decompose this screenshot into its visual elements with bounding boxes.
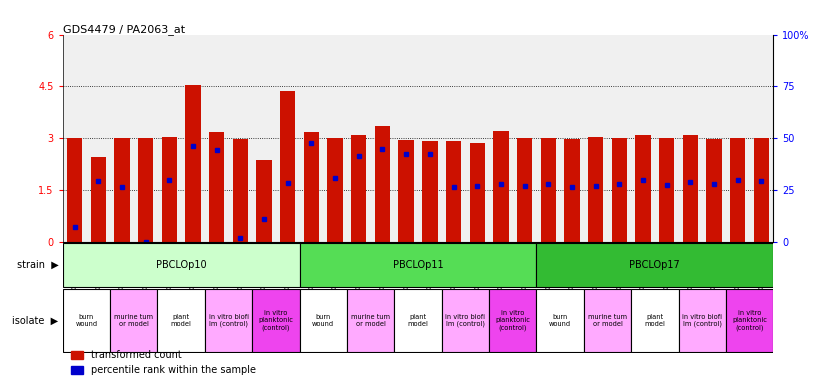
Bar — [446, 141, 461, 242]
FancyBboxPatch shape — [584, 289, 631, 352]
FancyBboxPatch shape — [252, 289, 299, 352]
Bar — [470, 144, 485, 242]
Text: GDS4479 / PA2063_at: GDS4479 / PA2063_at — [63, 24, 185, 35]
FancyBboxPatch shape — [299, 243, 537, 287]
Bar — [90, 157, 106, 242]
Text: in vitro
planktonic
(control): in vitro planktonic (control) — [495, 310, 530, 331]
FancyBboxPatch shape — [63, 243, 299, 287]
Bar — [659, 137, 675, 242]
Text: PBCLOp17: PBCLOp17 — [630, 260, 681, 270]
FancyBboxPatch shape — [110, 289, 157, 352]
Text: murine tum
or model: murine tum or model — [588, 314, 627, 327]
FancyBboxPatch shape — [489, 289, 537, 352]
Text: burn
wound: burn wound — [312, 314, 334, 327]
Bar — [683, 136, 698, 242]
Bar — [280, 91, 295, 242]
Bar — [328, 137, 343, 242]
FancyBboxPatch shape — [63, 289, 110, 352]
FancyBboxPatch shape — [537, 289, 584, 352]
Bar — [612, 137, 627, 242]
Bar — [706, 139, 721, 242]
Bar — [517, 138, 533, 242]
Bar — [635, 136, 650, 242]
Bar — [161, 137, 177, 242]
FancyBboxPatch shape — [205, 289, 252, 352]
Bar — [303, 132, 319, 242]
Bar — [257, 160, 272, 242]
Legend: transformed count, percentile rank within the sample: transformed count, percentile rank withi… — [68, 346, 260, 379]
Text: burn
wound: burn wound — [549, 314, 571, 327]
Text: in vitro biofi
lm (control): in vitro biofi lm (control) — [446, 314, 486, 328]
Text: plant
model: plant model — [408, 314, 428, 327]
Bar — [375, 126, 390, 242]
Bar — [754, 138, 769, 242]
Bar — [186, 85, 201, 242]
Bar — [588, 137, 604, 242]
Text: in vitro
planktonic
(control): in vitro planktonic (control) — [258, 310, 293, 331]
Bar — [399, 140, 414, 242]
Text: in vitro biofi
lm (control): in vitro biofi lm (control) — [208, 314, 248, 328]
FancyBboxPatch shape — [441, 289, 489, 352]
FancyBboxPatch shape — [726, 289, 773, 352]
FancyBboxPatch shape — [395, 289, 441, 352]
Bar — [209, 132, 224, 242]
Bar — [541, 137, 556, 242]
FancyBboxPatch shape — [537, 243, 773, 287]
Text: isolate  ▶: isolate ▶ — [13, 316, 59, 326]
Bar — [115, 138, 130, 242]
Bar — [67, 138, 82, 242]
FancyBboxPatch shape — [299, 289, 347, 352]
Text: murine tum
or model: murine tum or model — [351, 314, 390, 327]
Bar — [493, 131, 508, 242]
Bar — [730, 138, 746, 242]
Bar — [232, 139, 248, 242]
FancyBboxPatch shape — [157, 289, 205, 352]
FancyBboxPatch shape — [347, 289, 395, 352]
Text: murine tum
or model: murine tum or model — [115, 314, 153, 327]
Text: in vitro biofi
lm (control): in vitro biofi lm (control) — [682, 314, 722, 328]
Text: PBCLOp10: PBCLOp10 — [155, 260, 206, 270]
Bar — [138, 138, 153, 242]
Bar — [351, 135, 366, 242]
Text: in vitro
planktonic
(control): in vitro planktonic (control) — [732, 310, 767, 331]
FancyBboxPatch shape — [631, 289, 679, 352]
FancyBboxPatch shape — [679, 289, 726, 352]
Bar — [422, 141, 437, 242]
Text: plant
model: plant model — [645, 314, 665, 327]
Bar — [564, 139, 579, 242]
Text: strain  ▶: strain ▶ — [17, 260, 59, 270]
Text: burn
wound: burn wound — [75, 314, 98, 327]
Text: PBCLOp11: PBCLOp11 — [393, 260, 443, 270]
Text: plant
model: plant model — [171, 314, 191, 327]
